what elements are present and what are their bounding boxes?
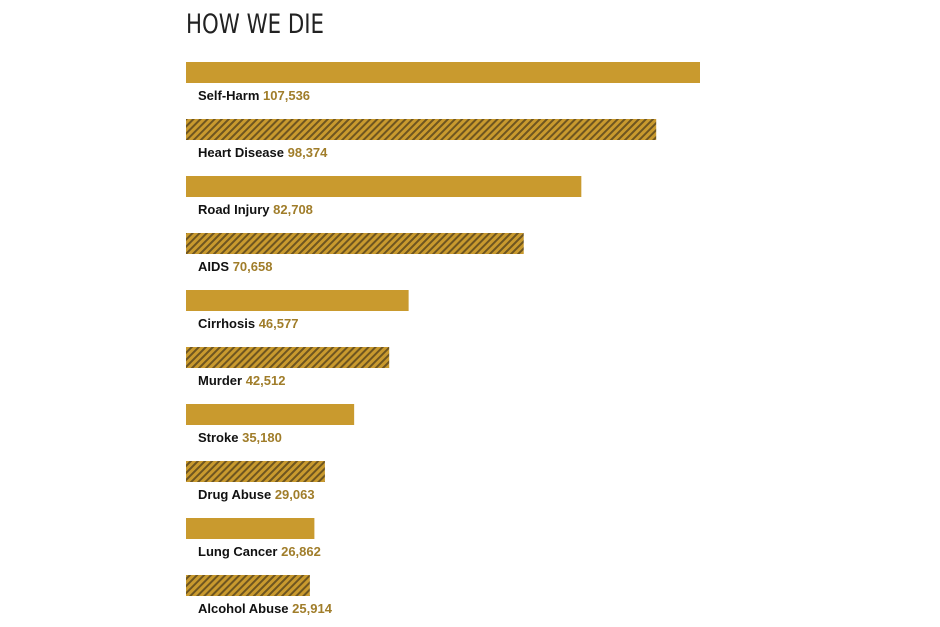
value-label: 25,914 xyxy=(292,601,333,616)
bar-label: Stroke 35,180 xyxy=(198,430,282,445)
bar xyxy=(186,62,700,83)
bar-label: Cirrhosis 46,577 xyxy=(198,316,298,331)
value-label: 26,862 xyxy=(281,544,321,559)
value-label: 70,658 xyxy=(233,259,273,274)
bar xyxy=(186,290,409,311)
bar-label: Lung Cancer 26,862 xyxy=(198,544,321,559)
value-label: 98,374 xyxy=(288,145,329,160)
bar-label: Alcohol Abuse 25,914 xyxy=(198,601,333,616)
bar-label: AIDS 70,658 xyxy=(198,259,272,274)
category-label: Cirrhosis xyxy=(198,316,255,331)
bar xyxy=(186,176,582,197)
category-label: Lung Cancer xyxy=(198,544,277,559)
bar xyxy=(186,518,315,539)
category-label: Drug Abuse xyxy=(198,487,271,502)
value-label: 35,180 xyxy=(242,430,282,445)
value-label: 46,577 xyxy=(259,316,299,331)
category-label: Self-Harm xyxy=(198,88,259,103)
bar xyxy=(186,233,524,254)
bar xyxy=(186,119,657,140)
value-label: 29,063 xyxy=(275,487,315,502)
chart-title: HOW WE DIE xyxy=(186,9,324,40)
value-label: 42,512 xyxy=(246,373,286,388)
category-label: Murder xyxy=(198,373,242,388)
bar-label: Self-Harm 107,536 xyxy=(198,88,310,103)
bar-label: Road Injury 82,708 xyxy=(198,202,313,217)
category-label: AIDS xyxy=(198,259,229,274)
bar xyxy=(186,404,355,425)
bar xyxy=(186,461,325,482)
bar-label: Heart Disease 98,374 xyxy=(198,145,328,160)
category-label: Stroke xyxy=(198,430,238,445)
bar xyxy=(186,347,390,368)
value-label: 82,708 xyxy=(273,202,313,217)
bar-label: Murder 42,512 xyxy=(198,373,285,388)
value-label: 107,536 xyxy=(263,88,310,103)
bar xyxy=(186,575,310,596)
category-label: Heart Disease xyxy=(198,145,284,160)
bar-label: Drug Abuse 29,063 xyxy=(198,487,315,502)
category-label: Alcohol Abuse xyxy=(198,601,289,616)
category-label: Road Injury xyxy=(198,202,270,217)
